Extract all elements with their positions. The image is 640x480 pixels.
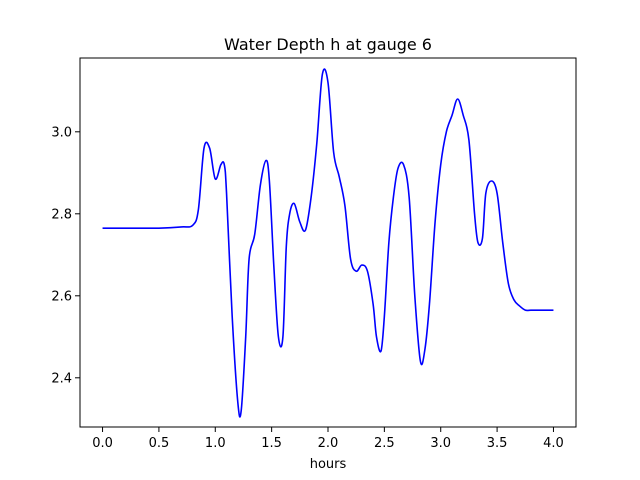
y-tick-label: 3.0 xyxy=(51,125,72,140)
x-tick-label: 2.5 xyxy=(374,436,395,451)
x-axis: 0.0 0.5 1.0 1.5 2.0 2.5 3.0 3.5 4.0 xyxy=(92,427,564,451)
chart-title: Water Depth h at gauge 6 xyxy=(224,35,432,54)
y-tick-label: 2.4 xyxy=(51,371,72,386)
x-axis-label: hours xyxy=(310,457,347,472)
x-tick-label: 1.0 xyxy=(205,436,226,451)
x-tick-label: 3.0 xyxy=(430,436,451,451)
y-tick-label: 2.6 xyxy=(51,289,72,304)
x-tick-label: 2.0 xyxy=(318,436,339,451)
x-tick-label: 3.5 xyxy=(487,436,508,451)
y-axis: 2.4 2.6 2.8 3.0 xyxy=(51,125,80,386)
x-tick-label: 0.5 xyxy=(149,436,170,451)
plot-frame xyxy=(79,57,577,428)
x-tick-label: 1.5 xyxy=(261,436,282,451)
x-tick-label: 4.0 xyxy=(543,436,564,451)
x-tick-label: 0.0 xyxy=(92,436,113,451)
y-tick-label: 2.8 xyxy=(51,207,72,222)
series-line-gauge-6 xyxy=(102,68,554,418)
